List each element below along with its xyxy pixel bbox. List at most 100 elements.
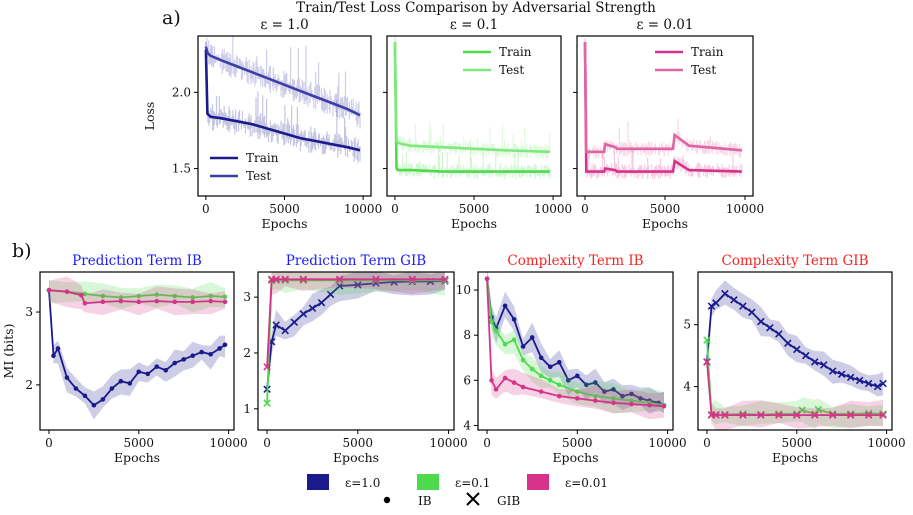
data-point [593, 380, 598, 385]
series-line-ε=1.0 [266, 280, 445, 390]
data-point [611, 400, 616, 406]
panel-title: Prediction Term GIB [286, 253, 427, 269]
noise-band-train [584, 38, 743, 180]
data-point [100, 299, 106, 305]
x-tick-label: 0 [391, 202, 399, 216]
data-point [611, 396, 616, 401]
data-point [502, 375, 508, 381]
data-point [879, 379, 887, 388]
panel-title: ε = 1.0 [260, 17, 308, 33]
data-point [575, 396, 580, 401]
data-point [529, 366, 535, 372]
x-axis-label: Epochs [333, 450, 379, 465]
data-point [82, 291, 88, 297]
series-line-Test [583, 42, 742, 154]
data-point [520, 357, 526, 363]
data-point [493, 328, 499, 333]
data-point [721, 289, 729, 298]
data-point [602, 389, 607, 394]
data-point [575, 373, 580, 379]
data-point [55, 346, 61, 351]
data-point [712, 299, 720, 307]
data-point [154, 298, 160, 304]
data-point [511, 317, 517, 322]
confidence-band-1 [707, 333, 883, 430]
panel-a-label: a) [162, 7, 181, 29]
y-tick-label: 4 [683, 380, 691, 394]
data-point [556, 382, 562, 388]
confidence-band-2 [49, 276, 225, 316]
data-point [520, 344, 526, 349]
legend-label-train: Train [246, 151, 279, 165]
data-point [712, 411, 720, 419]
x-tick-label: 0 [483, 436, 491, 450]
data-point [879, 410, 887, 418]
legend-label-train: Train [691, 45, 724, 59]
data-point [520, 384, 526, 390]
confidence-band-1 [267, 272, 445, 415]
plot-area [263, 272, 449, 415]
confidence-band-1 [487, 272, 664, 414]
series-line-Train [204, 49, 361, 152]
panel-title: ε = 0.1 [450, 17, 498, 33]
series-line-ε=1.0 [48, 290, 226, 407]
legend-label-test: Test [499, 63, 524, 77]
data-point [556, 359, 562, 365]
legend-swatch-eps-2 [527, 474, 549, 490]
data-point [629, 401, 634, 407]
data-point [766, 323, 774, 332]
data-point [299, 275, 308, 284]
data-point [855, 376, 864, 385]
y-axis-label: Loss [142, 102, 157, 131]
data-point [575, 389, 580, 394]
data-point [538, 389, 544, 394]
data-point [136, 293, 142, 299]
x-axis-label: Epochs [451, 216, 497, 231]
data-point [222, 299, 228, 305]
data-point [757, 317, 765, 326]
data-point [91, 402, 97, 408]
x-tick-label: 10000 [534, 202, 572, 216]
data-point [335, 275, 344, 284]
data-point [502, 303, 508, 309]
x-tick-label: 5000 [124, 436, 155, 450]
data-point [335, 282, 344, 290]
data-point [317, 298, 326, 307]
data-point [584, 382, 589, 388]
data-point [511, 337, 517, 343]
data-point [846, 373, 855, 382]
data-point [272, 275, 280, 284]
x-tick-label: 5000 [343, 436, 374, 450]
legend-label-test: Test [691, 63, 716, 77]
data-point [100, 397, 106, 402]
series-line-ε=1.0 [486, 278, 665, 407]
axes-frame [39, 271, 235, 431]
x-tick-label: 10000 [726, 202, 764, 216]
data-point [190, 299, 195, 305]
data-point [299, 310, 308, 318]
x-marker-icon [466, 492, 480, 506]
y-tick-label: 1 [243, 402, 251, 416]
y-axis-label: MI (bits) [1, 324, 16, 379]
panel-b1: 0 5000 10000 2 3 Prediction Term IB Epochs MI (… [1, 253, 248, 465]
confidence-band-2 [707, 354, 883, 430]
data-point [638, 396, 643, 401]
x-tick-label: 10000 [429, 436, 467, 450]
x-tick-label: 10000 [344, 202, 382, 216]
plot-area [46, 276, 228, 420]
data-point [864, 379, 873, 388]
x-tick-label: 5000 [269, 202, 300, 216]
x-tick-label: 10000 [868, 436, 906, 450]
noise-band-test [584, 41, 743, 160]
y-tick-label: 3 [243, 290, 251, 304]
confidence-band-0 [49, 276, 225, 420]
data-point [354, 281, 362, 289]
data-point [190, 295, 195, 300]
data-point [263, 399, 271, 407]
data-point [127, 381, 133, 386]
x-tick-label: 0 [45, 436, 53, 450]
data-point [154, 364, 160, 369]
series-line-ε=1.0 [706, 292, 884, 388]
dot-marker-icon [383, 496, 391, 504]
series-line-ε=0.01 [48, 289, 226, 305]
